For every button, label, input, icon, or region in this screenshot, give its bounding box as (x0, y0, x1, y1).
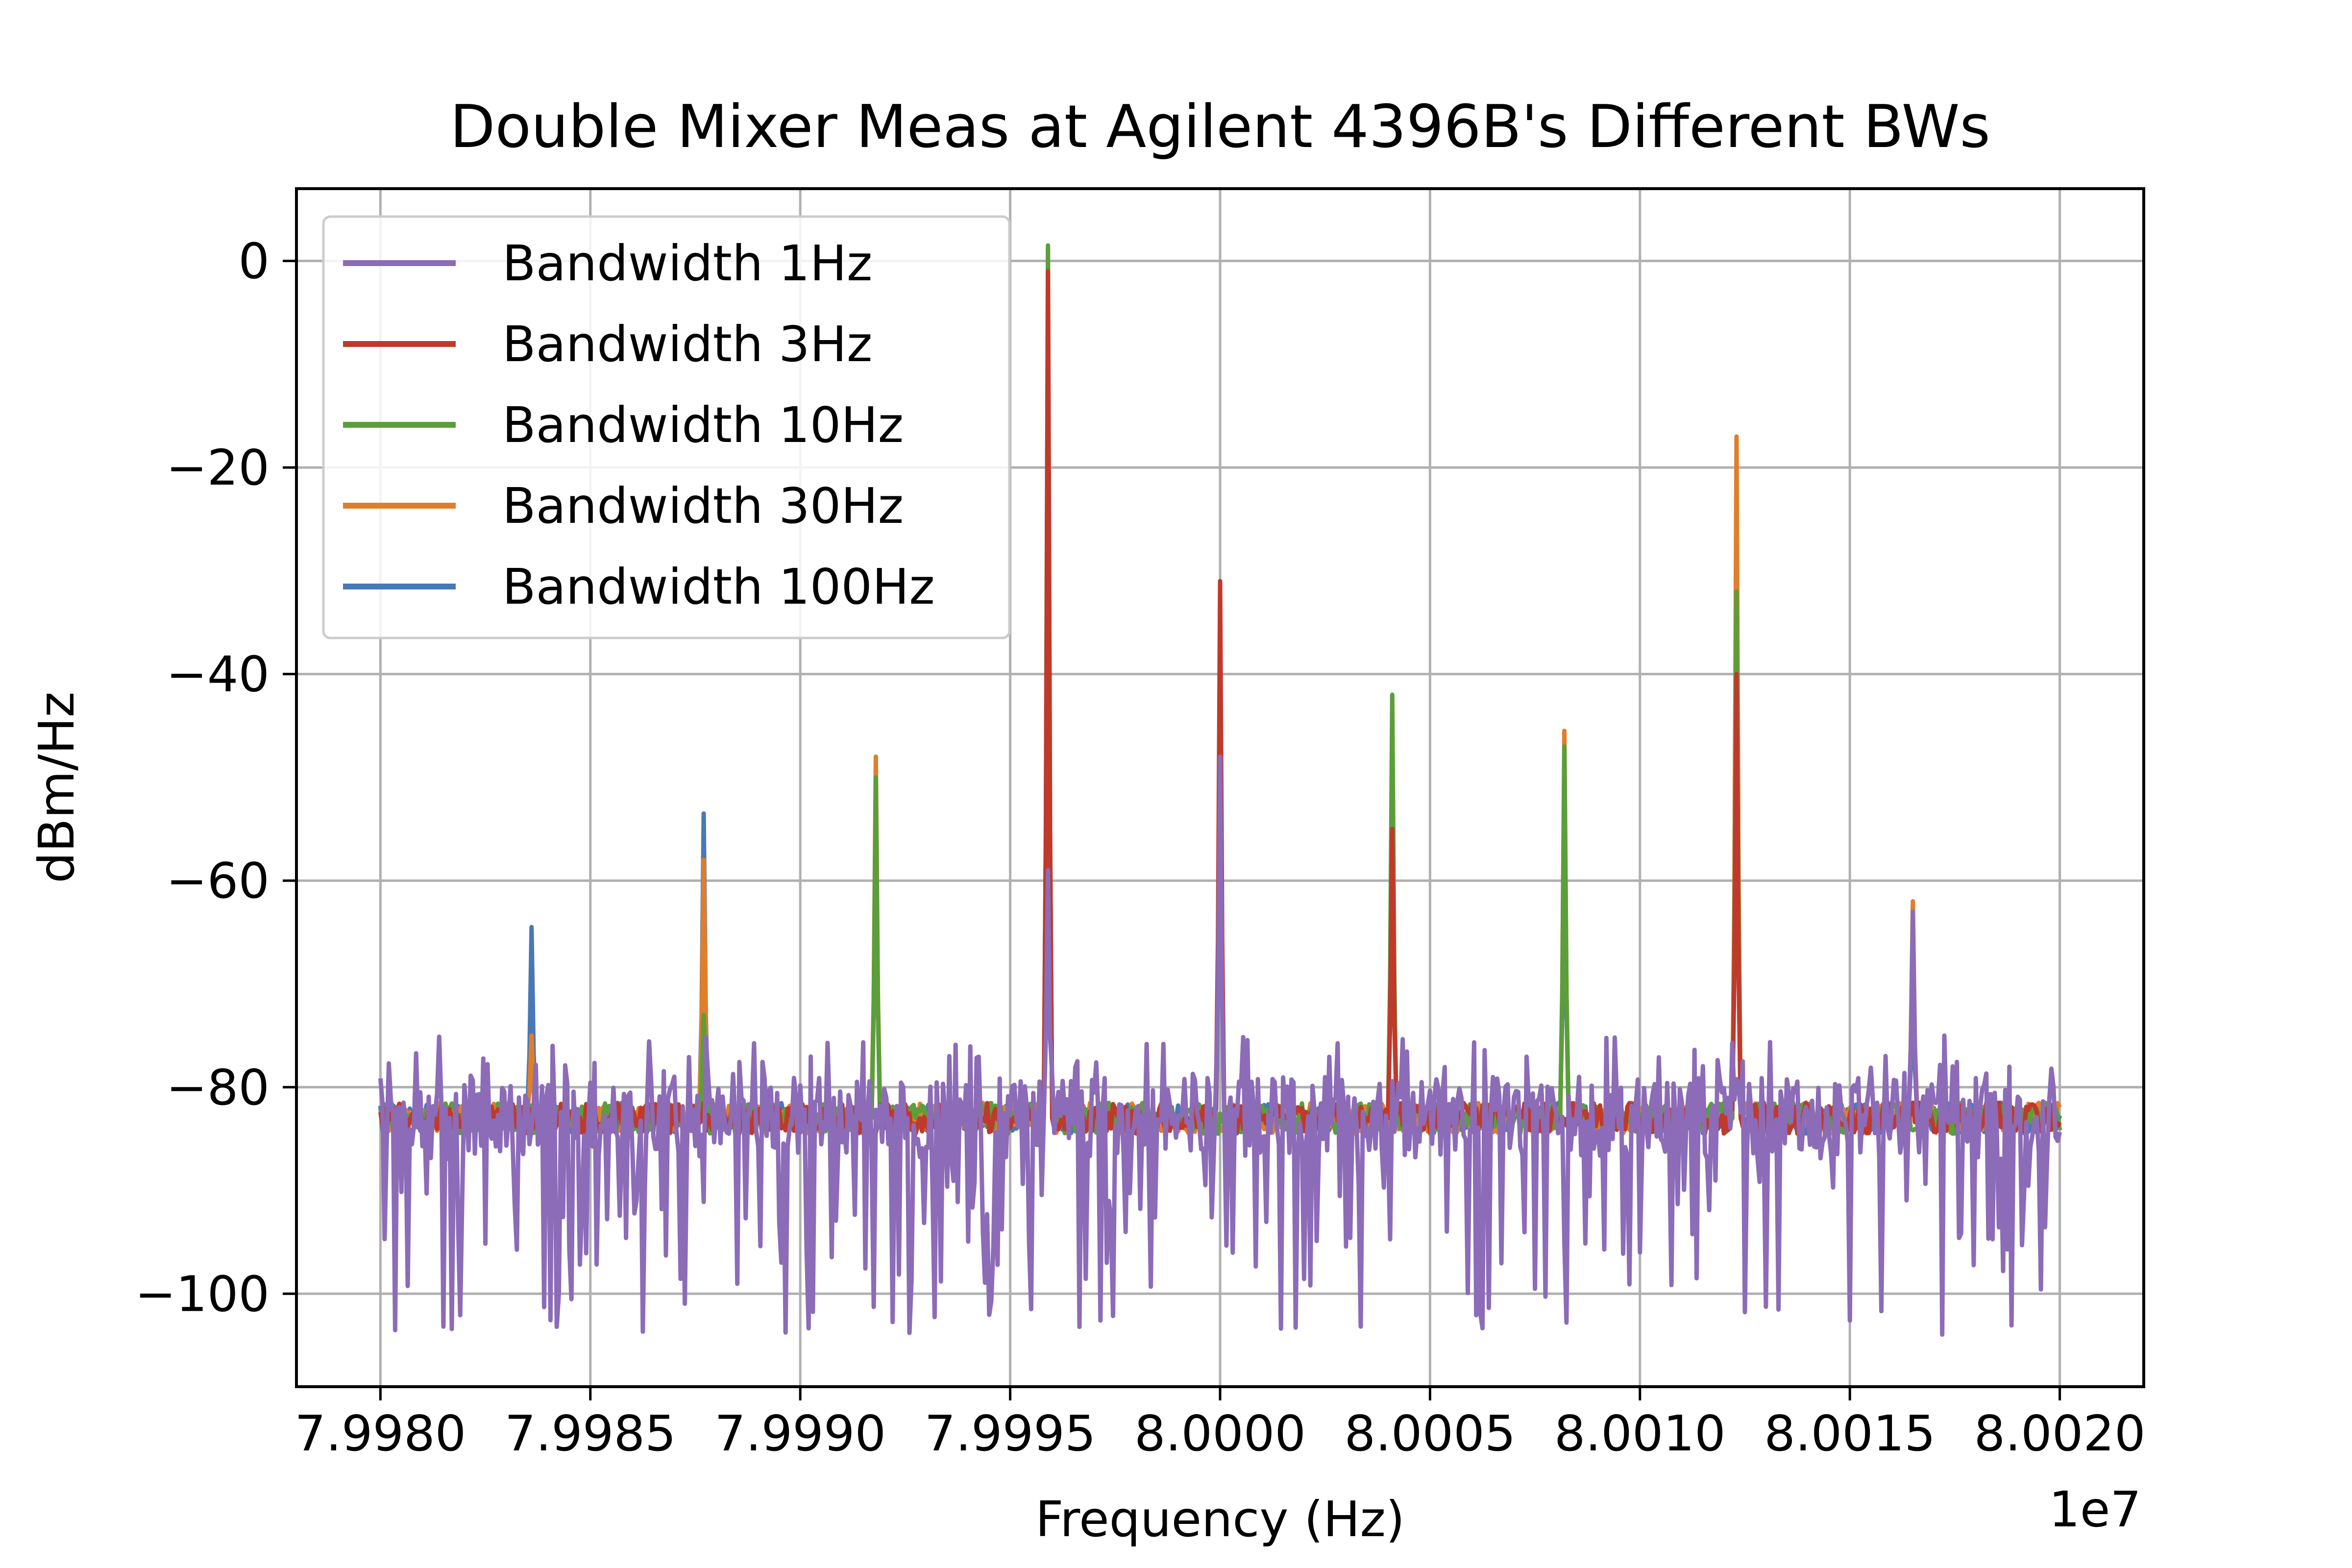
x-tick-label: 8.0015 (1764, 1405, 1936, 1462)
y-tick-label: 0 (238, 233, 270, 290)
x-tick-label: 8.0020 (1974, 1405, 2146, 1462)
y-tick-label: −80 (166, 1059, 270, 1116)
y-axis-label: dBm/Hz (28, 692, 85, 883)
x-axis: 7.9980 7.9985 7.9990 7.9995 8.0000 8.0005 8.00… (294, 1387, 2146, 1462)
x-tick-label: 7.9995 (925, 1405, 1096, 1462)
y-tick-label: −100 (135, 1265, 270, 1323)
legend-entry: Bandwidth 1Hz (502, 235, 872, 292)
x-axis-offset-label: 1e7 (2049, 1481, 2141, 1538)
x-tick-label: 7.9990 (714, 1405, 886, 1462)
legend-entry: Bandwidth 100Hz (502, 558, 935, 615)
legend-entry: Bandwidth 30Hz (502, 477, 904, 535)
x-tick-label: 8.0000 (1134, 1405, 1306, 1462)
series-line (378, 754, 2062, 1337)
legend-entry: Bandwidth 10Hz (502, 396, 904, 454)
legend-frame (322, 215, 1011, 639)
legend-entry: Bandwidth 3Hz (502, 316, 872, 373)
y-tick-label: −20 (166, 439, 270, 496)
chart-title: Double Mixer Meas at Agilent 4396B's Dif… (450, 93, 1990, 161)
x-tick-label: 7.9985 (505, 1405, 676, 1462)
x-tick-label: 8.0005 (1344, 1405, 1516, 1462)
series-lines (378, 243, 2062, 1337)
x-tick-label: 7.9980 (294, 1405, 466, 1462)
y-axis: 0 −20 −40 −60 −80 −100 (135, 233, 296, 1323)
legend: Bandwidth 1Hz Bandwidth 3Hz Bandwidth 10Hz… (322, 215, 1011, 639)
x-tick-label: 8.0010 (1554, 1405, 1726, 1462)
x-axis-label: Frequency (Hz) (1035, 1491, 1405, 1548)
y-tick-label: −60 (166, 852, 270, 909)
y-tick-label: −40 (166, 646, 270, 703)
